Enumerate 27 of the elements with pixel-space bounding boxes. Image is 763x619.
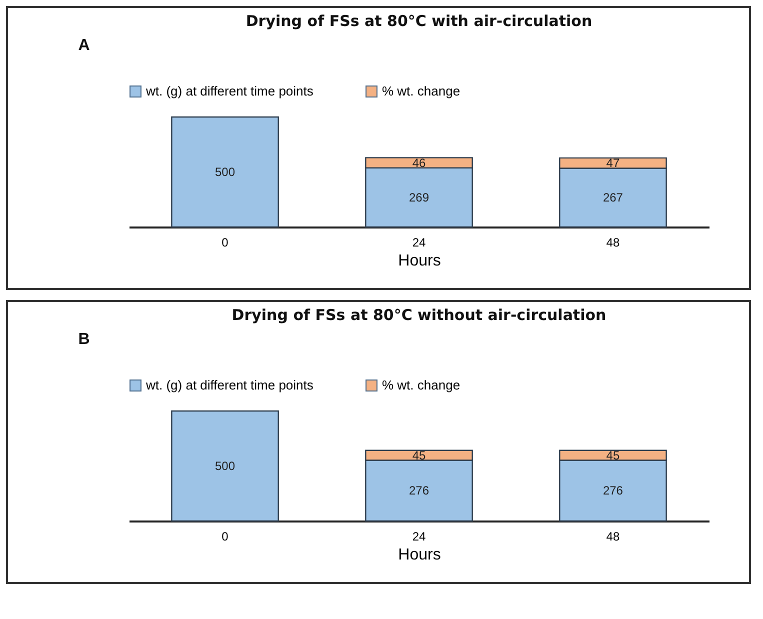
chart-title: Drying of FSs at 80°C with air-circulation — [246, 12, 592, 30]
data-label: 276 — [408, 484, 430, 498]
legend-label: wt. (g) at different time points — [145, 84, 314, 99]
x-tick-label: 0 — [222, 236, 229, 250]
x-tick-label: 48 — [606, 236, 620, 250]
x-tick-label: 0 — [222, 530, 229, 544]
data-label: 500 — [215, 459, 236, 473]
x-axis-title: Hours — [398, 546, 441, 564]
text: B — [78, 331, 90, 348]
data-label: 267 — [602, 190, 624, 205]
data-label: 45 — [412, 448, 426, 462]
x-tick-label: 48 — [606, 530, 620, 544]
data-label: 276 — [602, 484, 624, 498]
chart-title: Drying of FSs at 80°C without air-circulation — [232, 306, 606, 324]
x-tick-label: 24 — [412, 530, 426, 544]
data-label: 47 — [606, 156, 620, 170]
x-axis-title: Hours — [398, 252, 441, 270]
data-label: 45 — [606, 448, 620, 462]
data-label: 269 — [408, 190, 430, 204]
text: A — [78, 37, 90, 54]
legend-label: % wt. change — [382, 378, 460, 393]
legend-label: % wt. change — [382, 84, 460, 99]
x-tick-label: 24 — [412, 236, 426, 250]
data-label: 46 — [412, 156, 426, 170]
legend-label: wt. (g) at different time points — [145, 378, 314, 393]
data-label: 500 — [215, 165, 236, 179]
bar — [171, 116, 279, 228]
